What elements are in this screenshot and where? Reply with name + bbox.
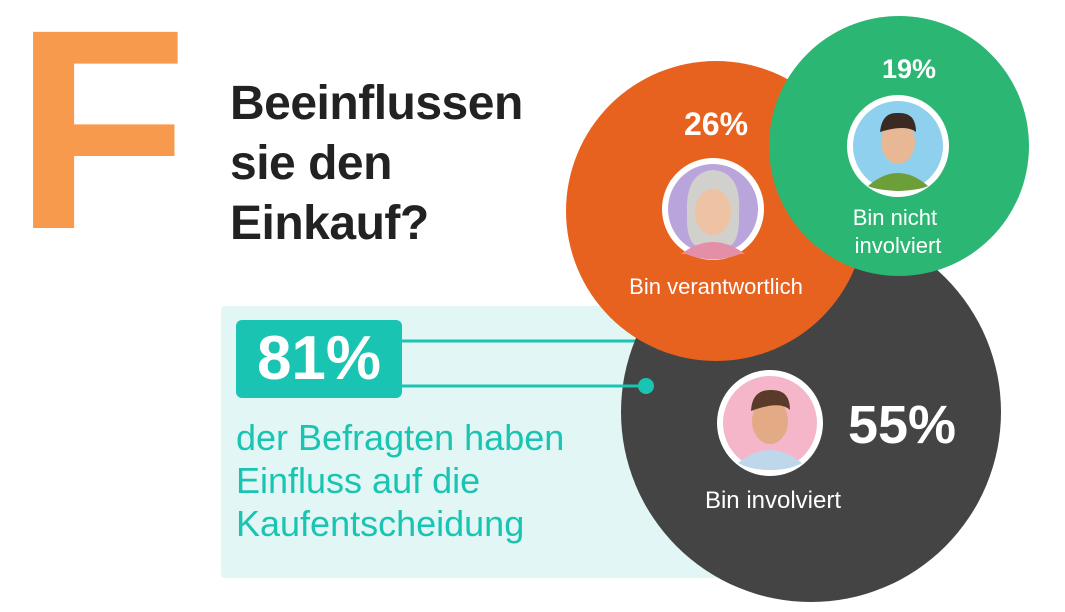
bubble-value-involved: 55% bbox=[848, 395, 956, 455]
bubble-label-involved: Bin involviert bbox=[705, 487, 841, 514]
bubble-label-not-involved-line: involviert bbox=[855, 233, 942, 258]
summary-description: der Befragten haben Einfluss auf die Kau… bbox=[236, 416, 656, 545]
brand-letter: F bbox=[14, 0, 189, 289]
bubble-label-not-involved: Bin nicht involviert bbox=[853, 205, 944, 258]
bubble-label-responsible: Bin verantwortlich bbox=[629, 274, 803, 299]
man-avatar-icon bbox=[717, 370, 823, 476]
title-line: Beeinflussen bbox=[230, 77, 523, 130]
summary-value-badge: 81% bbox=[236, 320, 402, 398]
connector-dot-involved bbox=[638, 378, 654, 394]
woman-avatar-icon bbox=[662, 158, 764, 260]
bubble-value-not-involved: 19% bbox=[882, 54, 936, 84]
man-avatar-icon bbox=[847, 95, 949, 197]
title-line: sie den bbox=[230, 137, 392, 190]
title-line: Einkauf? bbox=[230, 197, 429, 250]
bubble-label-not-involved-line: Bin nicht bbox=[853, 205, 937, 230]
summary-description-line: Kaufentscheidung bbox=[236, 503, 525, 544]
bubble-value-responsible: 26% bbox=[684, 106, 748, 142]
summary-description-line: der Befragten haben bbox=[236, 417, 565, 458]
summary-description-line: Einfluss auf die bbox=[236, 460, 481, 501]
page-title: Beeinflussen sie den Einkauf? bbox=[230, 74, 590, 254]
